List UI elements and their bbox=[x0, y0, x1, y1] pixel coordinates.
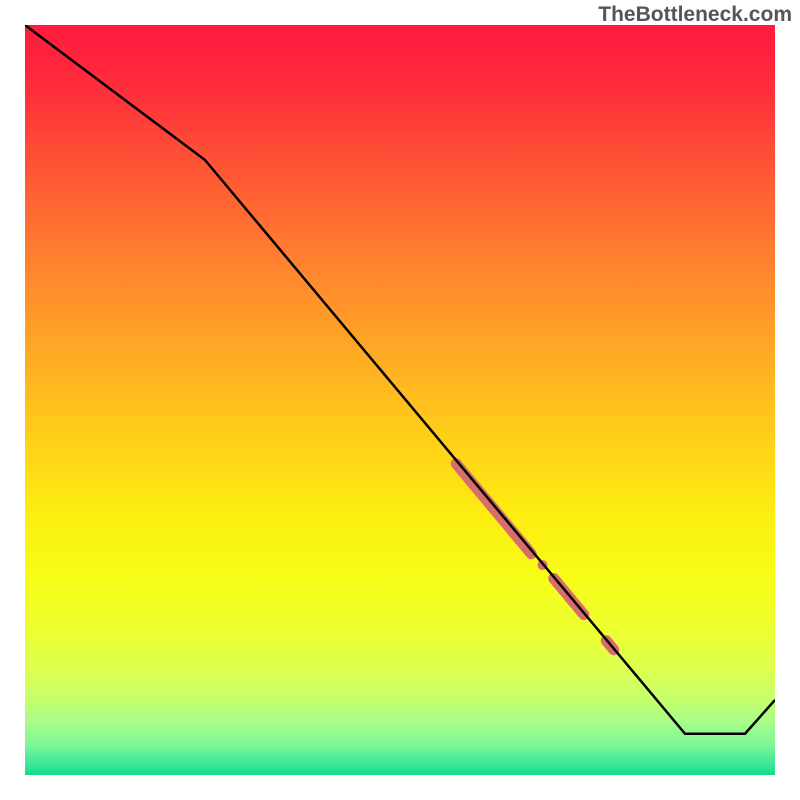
plot-area bbox=[25, 25, 775, 775]
watermark-text: TheBottleneck.com bbox=[598, 3, 792, 27]
chart-svg bbox=[25, 25, 775, 775]
gradient-background bbox=[25, 25, 775, 775]
chart-container: TheBottleneck.com bbox=[0, 0, 800, 800]
